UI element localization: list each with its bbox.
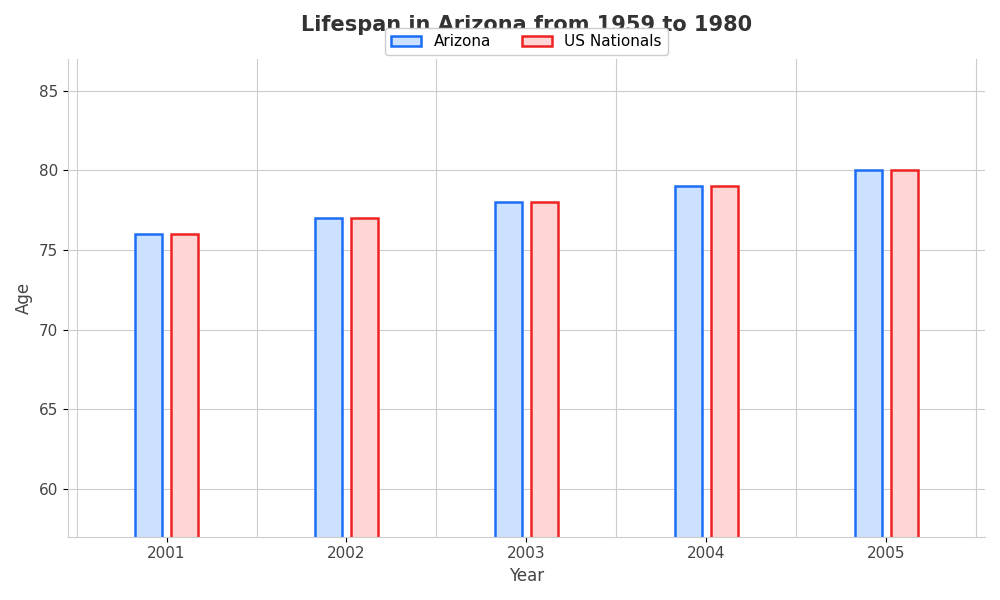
Bar xyxy=(315,218,342,600)
Title: Lifespan in Arizona from 1959 to 1980: Lifespan in Arizona from 1959 to 1980 xyxy=(301,15,752,35)
Bar xyxy=(171,234,198,600)
Bar xyxy=(351,218,378,600)
Bar xyxy=(135,234,162,600)
Bar xyxy=(495,202,522,600)
Y-axis label: Age: Age xyxy=(15,281,33,314)
Bar xyxy=(855,170,882,600)
Bar xyxy=(531,202,558,600)
Legend: Arizona, US Nationals: Arizona, US Nationals xyxy=(385,28,668,55)
Bar xyxy=(891,170,918,600)
X-axis label: Year: Year xyxy=(509,567,544,585)
Bar xyxy=(675,186,702,600)
Bar xyxy=(711,186,738,600)
